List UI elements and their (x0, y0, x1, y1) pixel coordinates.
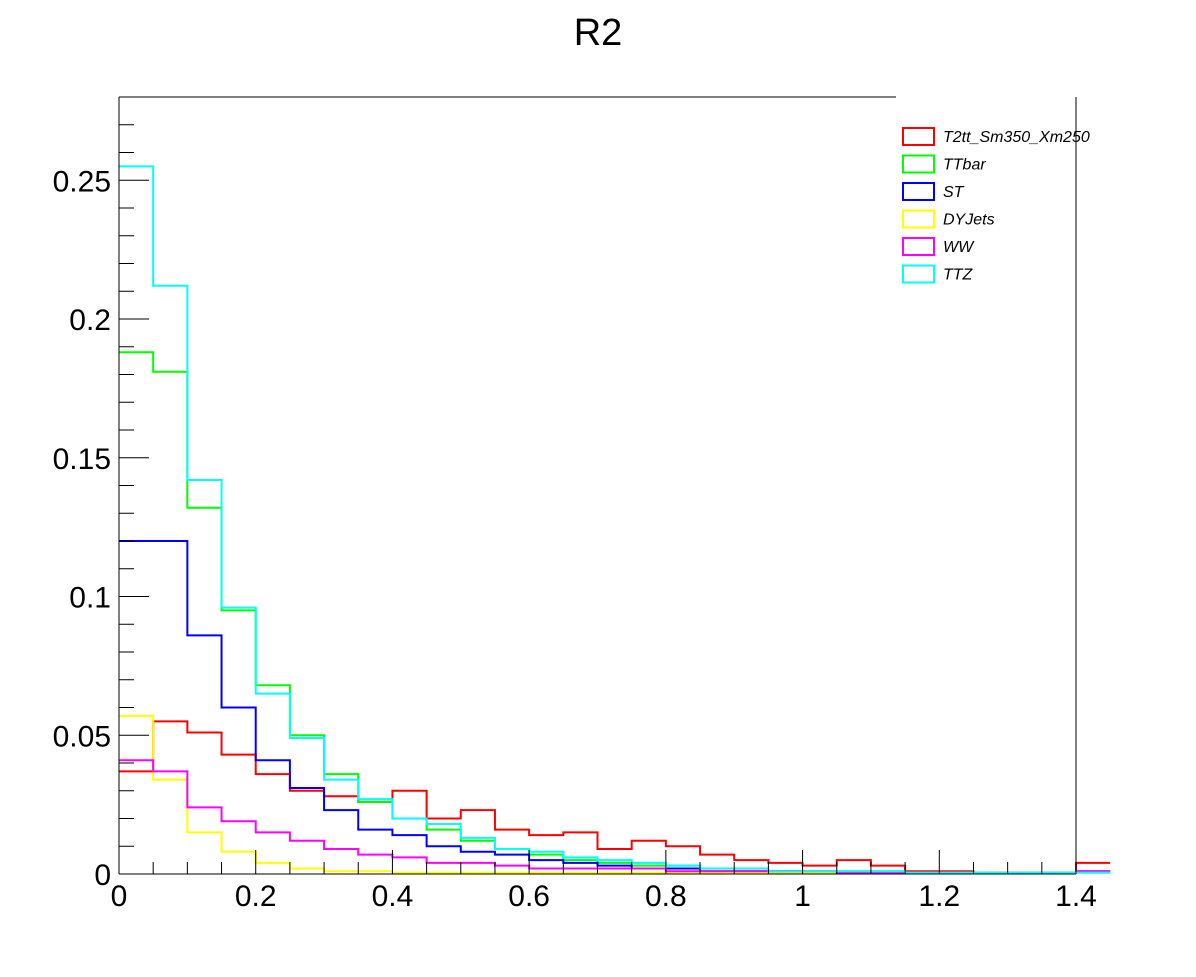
y-tick-label: 0 (94, 859, 111, 892)
series-ww (119, 759, 1111, 874)
legend-label: WW (943, 239, 975, 256)
legend-swatch (902, 182, 935, 201)
legend-label: T2tt_Sm350_Xm250 (943, 129, 1090, 146)
x-tick-label: 1.4 (1055, 880, 1097, 913)
legend-swatch (902, 127, 935, 146)
x-tick-label: 1.2 (918, 880, 960, 913)
series-ttbar (119, 351, 1111, 874)
y-tick-label: 0.15 (53, 443, 111, 476)
y-tick-label: 0.25 (53, 165, 111, 198)
x-tick-label: 0.4 (372, 880, 414, 913)
legend-swatch (902, 154, 935, 174)
legend-label: ST (943, 184, 965, 201)
x-tick-label: 0.8 (645, 880, 687, 913)
x-tick-label: 0 (111, 880, 128, 913)
legend-label: TTbar (943, 157, 986, 174)
series-t2tt-sm350-xm250 (119, 720, 1111, 874)
y-tick-label: 0.1 (69, 582, 111, 615)
legend-swatch (902, 264, 935, 284)
y-tick-label: 0.2 (69, 304, 111, 337)
x-tick-label: 0.2 (235, 880, 277, 913)
chart-title: R2 (573, 12, 623, 54)
x-tick-label: 0.6 (508, 880, 550, 913)
legend-label: TTZ (943, 267, 974, 284)
legend-swatch (902, 209, 935, 229)
x-tick-label: 1 (794, 880, 811, 913)
legend-swatch (902, 237, 935, 256)
legend-label: DYJets (943, 212, 995, 229)
y-tick-label: 0.05 (53, 720, 111, 753)
series-st (119, 540, 1111, 874)
